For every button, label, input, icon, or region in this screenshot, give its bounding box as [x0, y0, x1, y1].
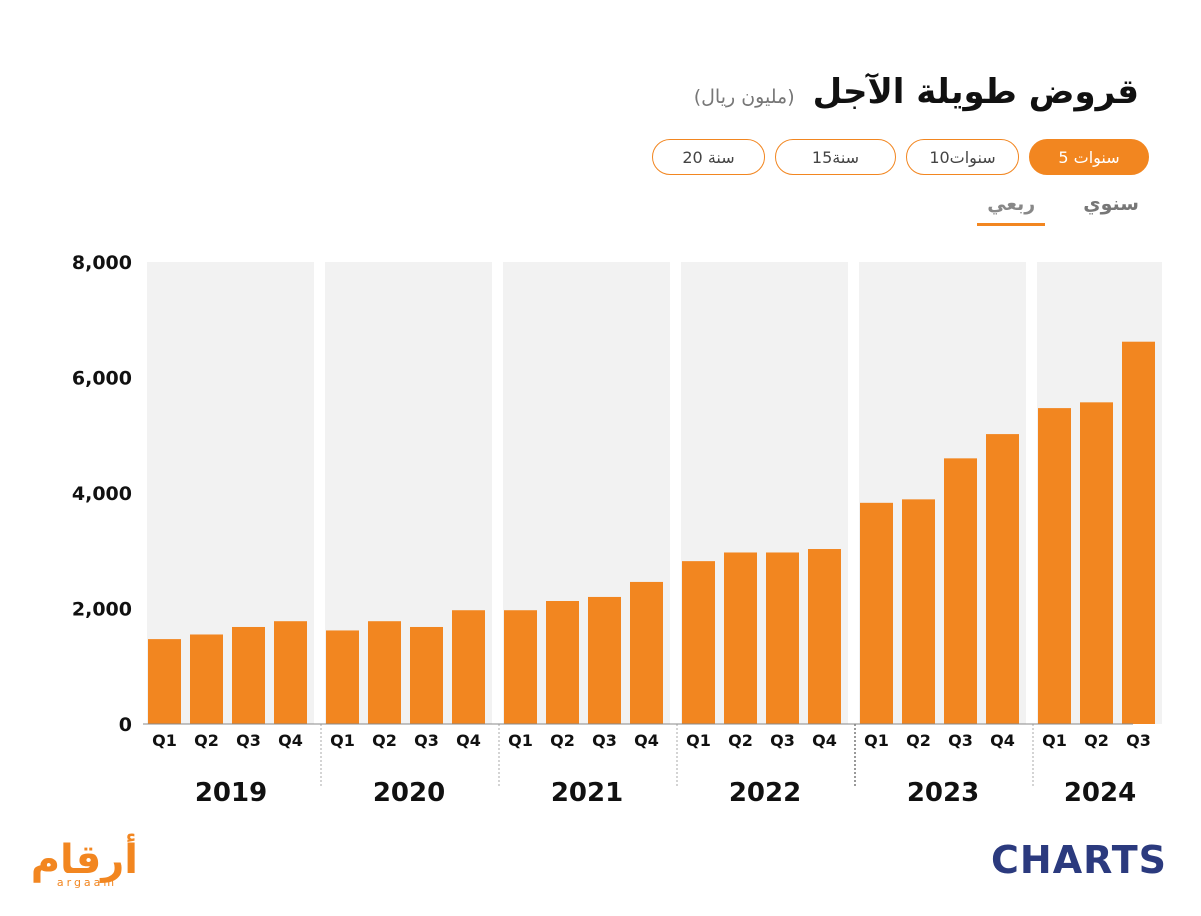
x-tick-label: Q4: [812, 731, 837, 750]
x-tick-label: Q4: [634, 731, 659, 750]
range-20y-button[interactable]: 20 سنة: [652, 139, 765, 175]
argaam-logo-subtext: argaam: [56, 876, 118, 889]
y-tick-label: 0: [119, 714, 132, 736]
tab-annual[interactable]: سنوي: [1083, 193, 1139, 215]
bar-2021-q2: [546, 600, 579, 724]
x-tick-label: Q3: [1126, 731, 1151, 750]
bar-2020-q2: [368, 621, 401, 724]
bar-2022-q3: [766, 552, 799, 724]
chart-title: قروض طويلة الآجل: [812, 72, 1139, 112]
x-tick-label: Q3: [236, 731, 261, 750]
bar-2022-q4: [808, 549, 841, 724]
x-tick-label: Q4: [278, 731, 303, 750]
x-tick-label: Q1: [508, 731, 533, 750]
x-tick-label: Q1: [152, 731, 177, 750]
x-tick-label: Q2: [1084, 731, 1109, 750]
bar-2019-q4: [274, 621, 307, 724]
bar-2019-q3: [232, 626, 265, 724]
bar-2021-q1: [504, 610, 537, 724]
bar-2019-q1: [148, 639, 181, 724]
period-tabs: سنوي ربعي: [977, 193, 1139, 226]
bar-2020-q4: [452, 610, 485, 724]
x-tick-label: Q3: [770, 731, 795, 750]
bar-2024-q1: [1038, 408, 1071, 724]
x-tick-label: Q2: [194, 731, 219, 750]
bar-chart: Q1 Q2 Q3 Q4 2019 Q1 Q2 Q3 Q4 2020 Q1 Q2 Q3 Q4 2021 Q1 Q2…: [72, 252, 1162, 808]
y-tick-label: 2,000: [72, 599, 132, 621]
argaam-logo-text: أرقام: [30, 837, 138, 883]
x-tick-label: Q2: [906, 731, 931, 750]
year-label: 2024: [1064, 778, 1136, 808]
y-tick-label: 6,000: [72, 368, 132, 390]
bar-2021-q3: [588, 596, 621, 724]
y-tick-label: 8,000: [72, 252, 132, 274]
x-tick-label: Q3: [414, 731, 439, 750]
bar-2022-q1: [682, 561, 715, 724]
year-label: 2020: [373, 778, 445, 808]
bar-2022-q2: [724, 552, 757, 724]
x-tick-label: Q1: [1042, 731, 1067, 750]
year-label: 2019: [195, 778, 267, 808]
bar-2024-q3: [1122, 341, 1155, 724]
range-10y-button[interactable]: 10سنوات: [906, 139, 1019, 175]
x-tick-label: Q2: [728, 731, 753, 750]
chart-unit: (مليون ريال): [693, 86, 795, 108]
chart-header: قروض طويلة الآجل (مليون ريال): [694, 72, 1139, 112]
x-tick-label: Q1: [864, 731, 889, 750]
bar-2023-q1: [860, 502, 893, 724]
bar-2023-q3: [944, 458, 977, 724]
year-label: 2021: [551, 778, 623, 808]
argaam-logo: أرقام argaam: [30, 837, 138, 889]
charts-logo: CHARTS: [991, 838, 1167, 882]
year-label: 2022: [729, 778, 801, 808]
x-tick-label: Q4: [990, 731, 1015, 750]
bar-2023-q4: [986, 434, 1019, 724]
y-tick-label: 4,000: [72, 483, 132, 505]
x-tick-label: Q1: [686, 731, 711, 750]
bar-2021-q4: [630, 581, 663, 724]
bar-2023-q2: [902, 499, 935, 724]
bar-2019-q2: [190, 634, 223, 724]
range-15y-button[interactable]: 15سنة: [775, 139, 896, 175]
bar-2024-q2: [1080, 402, 1113, 724]
x-tick-label: Q1: [330, 731, 355, 750]
bar-2020-q1: [326, 630, 359, 724]
x-tick-label: Q3: [948, 731, 973, 750]
x-tick-label: Q2: [550, 731, 575, 750]
x-tick-label: Q3: [592, 731, 617, 750]
x-tick-label: Q2: [372, 731, 397, 750]
range-5y-button[interactable]: 5 سنوات: [1029, 139, 1149, 175]
tab-quarterly[interactable]: ربعي: [977, 193, 1046, 226]
range-selector: 5 سنوات 10سنوات 15سنة 20 سنة: [652, 139, 1149, 175]
bar-2020-q3: [410, 626, 443, 724]
year-label: 2023: [907, 778, 979, 808]
x-tick-label: Q4: [456, 731, 481, 750]
